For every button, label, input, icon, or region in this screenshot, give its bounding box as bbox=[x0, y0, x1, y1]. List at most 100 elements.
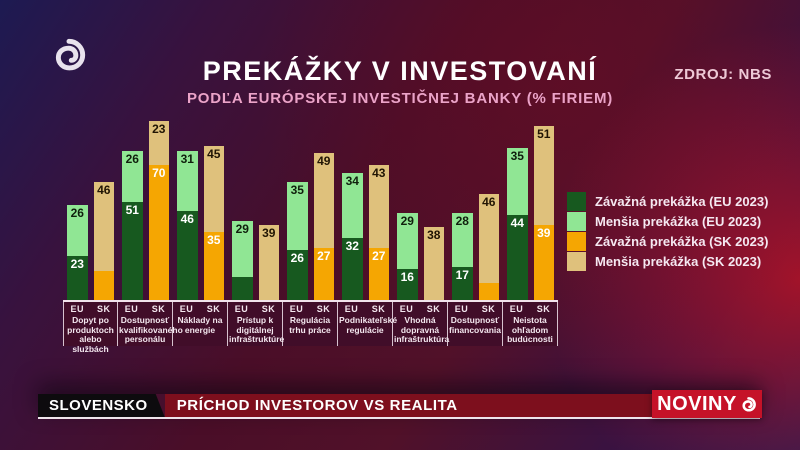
category-cell: EU SK Dostupnosť kvalifikovaného personálu bbox=[118, 302, 183, 346]
ticker-tag: SLOVENSKO bbox=[38, 394, 165, 417]
column-header-sk: SK bbox=[206, 304, 221, 314]
stacked-bar-eu: 34 32 bbox=[342, 172, 363, 300]
legend-swatch-sk_severe bbox=[567, 232, 586, 251]
stacked-bar-eu: 29 16 bbox=[397, 213, 418, 300]
column-header-eu: EU bbox=[399, 304, 414, 314]
bar-segment-sk_minor: 38 bbox=[423, 226, 444, 300]
stacked-bar-sk: 45 35 bbox=[203, 145, 224, 300]
bar-value-label: 51 bbox=[125, 202, 139, 217]
stacked-bar-sk: 43 27 bbox=[368, 164, 389, 300]
bar-segment-eu_minor: 26 bbox=[122, 151, 143, 202]
bar-value-label: 27 bbox=[317, 248, 331, 263]
bar-segment-sk_severe bbox=[93, 271, 114, 300]
bar-group: 35 44 51 39 bbox=[503, 126, 558, 300]
bar-group: 29 39 bbox=[228, 220, 283, 300]
bar-value-label: 46 bbox=[180, 212, 194, 227]
column-header-sk: SK bbox=[481, 304, 496, 314]
news-ticker: SLOVENSKO PRÍCHOD INVESTOROV VS REALITA bbox=[38, 394, 760, 419]
bar-segment-sk_severe bbox=[478, 282, 499, 300]
column-header-eu: EU bbox=[454, 304, 469, 314]
column-headers: EU SK bbox=[393, 304, 447, 314]
category-cell: EU SK Neistota ohľadom budúcnosti bbox=[503, 302, 558, 346]
column-header-eu: EU bbox=[289, 304, 304, 314]
brand-logo: NOVINY bbox=[652, 390, 762, 418]
category-label: Vhodná dopravná infraštruktúra bbox=[394, 315, 450, 344]
bar-segment-sk_minor: 46 bbox=[478, 193, 499, 283]
category-label: Podnikateľské regulácie bbox=[339, 315, 398, 335]
column-headers: EU SK bbox=[283, 304, 337, 314]
bar-value-label: 23 bbox=[152, 121, 166, 136]
bar-value-label: 27 bbox=[372, 248, 386, 263]
bar-segment-sk_minor: 49 bbox=[313, 153, 334, 248]
bar-value-label: 23 bbox=[70, 256, 84, 271]
stacked-bar-eu: 31 46 bbox=[177, 151, 198, 300]
bar-segment-eu_severe: 44 bbox=[507, 215, 528, 300]
bar-segment-eu_minor: 31 bbox=[177, 151, 198, 212]
category-cell: EU SK Podnikateľské regulácie bbox=[338, 302, 398, 346]
bar-segment-eu_severe: 32 bbox=[342, 238, 363, 300]
bar-value-label: 28 bbox=[455, 214, 469, 229]
legend-label: Závažná prekážka (EU 2023) bbox=[595, 194, 769, 209]
column-header-eu: EU bbox=[344, 304, 359, 314]
bar-segment-sk_minor: 45 bbox=[203, 145, 224, 233]
bar-value-label: 16 bbox=[400, 270, 414, 285]
bar-segment-sk_severe: 27 bbox=[313, 247, 334, 300]
bar-segment-eu_severe: 17 bbox=[452, 267, 473, 300]
channel-spiral-logo bbox=[50, 36, 88, 74]
column-header-eu: EU bbox=[234, 304, 249, 314]
column-headers: EU SK bbox=[503, 304, 557, 314]
bar-segment-eu_minor: 35 bbox=[287, 182, 308, 250]
bar-segment-sk_minor: 43 bbox=[368, 164, 389, 248]
page-subtitle: PODĽA EURÓPSKEJ INVESTIČNEJ BANKY (% FIR… bbox=[186, 90, 614, 107]
category-strip: EU SK Dopyt po produktoch alebo službách EU… bbox=[63, 300, 558, 353]
bar-segment-sk_minor: 51 bbox=[533, 126, 554, 225]
category-cell: EU SK Náklady na energie bbox=[173, 302, 228, 346]
column-header-sk: SK bbox=[316, 304, 331, 314]
category-cell: EU SK Regulácia trhu práce bbox=[283, 302, 338, 346]
column-header-sk: SK bbox=[261, 304, 276, 314]
stacked-bar-eu: 29 bbox=[232, 220, 253, 300]
bar-segment-sk_minor: 46 bbox=[93, 182, 114, 272]
bar-value-label: 46 bbox=[482, 194, 496, 209]
category-label: Prístup k digitálnej infraštruktúre bbox=[229, 315, 285, 344]
legend-label: Menšia prekážka (SK 2023) bbox=[595, 254, 762, 269]
stacked-bar-sk: 49 27 bbox=[313, 153, 334, 300]
bar-segment-eu_minor: 29 bbox=[397, 213, 418, 270]
legend-item: Menšia prekážka (SK 2023) bbox=[567, 252, 768, 271]
column-headers: EU SK bbox=[448, 304, 502, 314]
bar-value-label: 31 bbox=[180, 152, 194, 167]
legend-item: Menšia prekážka (EU 2023) bbox=[567, 212, 768, 231]
bar-segment-eu_minor: 29 bbox=[232, 220, 253, 277]
category-cell: EU SK Vhodná dopravná infraštruktúra bbox=[393, 302, 450, 346]
legend-swatch-eu_severe bbox=[567, 192, 586, 211]
column-header-eu: EU bbox=[124, 304, 139, 314]
bar-segment-eu_minor: 28 bbox=[452, 213, 473, 268]
bar-value-label: 32 bbox=[345, 239, 359, 254]
category-label: Dostupnosť kvalifikovaného personálu bbox=[119, 315, 183, 344]
column-header-sk: SK bbox=[151, 304, 166, 314]
bar-group: 34 32 43 27 bbox=[338, 164, 393, 300]
legend-label: Závažná prekážka (SK 2023) bbox=[595, 234, 769, 249]
legend-swatch-sk_minor bbox=[567, 252, 586, 271]
legend-swatch-eu_minor bbox=[567, 212, 586, 231]
legend-item: Závažná prekážka (SK 2023) bbox=[567, 232, 768, 251]
bar-value-label: 45 bbox=[207, 146, 221, 161]
page-title: PREKÁŽKY V INVESTOVANÍ bbox=[202, 56, 598, 86]
bar-segment-sk_severe: 70 bbox=[148, 164, 169, 300]
bar-value-label: 39 bbox=[262, 225, 276, 240]
column-headers: EU SK bbox=[338, 304, 392, 314]
stacked-bar-eu: 28 17 bbox=[452, 213, 473, 300]
bar-segment-sk_minor: 39 bbox=[258, 224, 279, 300]
bar-segment-eu_severe: 51 bbox=[122, 201, 143, 300]
column-header-sk: SK bbox=[426, 304, 441, 314]
bar-segment-sk_severe: 27 bbox=[368, 247, 389, 300]
bar-value-label: 49 bbox=[317, 154, 331, 169]
bar-value-label: 26 bbox=[70, 206, 84, 221]
bar-group: 26 51 23 70 bbox=[118, 120, 173, 300]
column-header-eu: EU bbox=[509, 304, 524, 314]
bar-segment-sk_minor: 23 bbox=[148, 120, 169, 165]
bar-value-label: 51 bbox=[537, 127, 551, 142]
category-cell: EU SK Prístup k digitálnej infraštruktúre bbox=[228, 302, 285, 346]
bar-value-label: 44 bbox=[510, 216, 524, 231]
spiral-icon bbox=[55, 38, 86, 71]
